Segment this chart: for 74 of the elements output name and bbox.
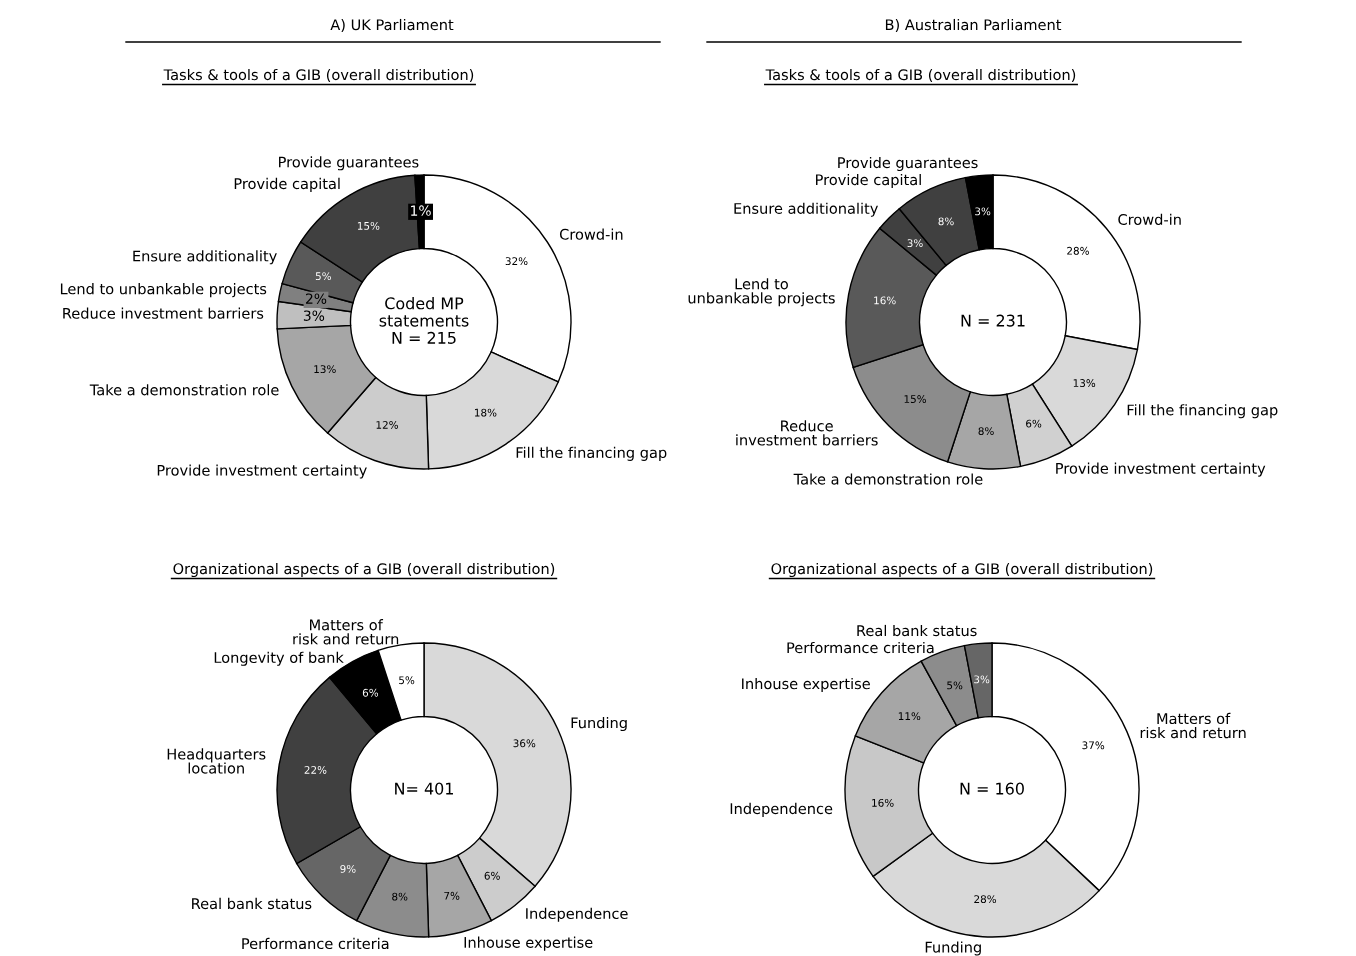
slice-label: Provide investment certainty bbox=[157, 464, 367, 479]
data-label: 6% bbox=[1026, 419, 1042, 428]
slice-label: Funding bbox=[925, 941, 981, 956]
data-label: 12% bbox=[376, 421, 399, 429]
data-label: 3% bbox=[303, 310, 325, 321]
slice-label: Take a demonstration role bbox=[793, 473, 983, 485]
data-label: 5% bbox=[399, 676, 415, 685]
slice-label: Provide capital bbox=[234, 177, 340, 192]
slice-label: Ensure additionality bbox=[133, 250, 277, 265]
text: B) Australian Parliament bbox=[885, 18, 1062, 32]
text: N = 231 bbox=[961, 314, 1025, 327]
data-label: 9% bbox=[340, 864, 356, 873]
slice-label: Crowd-in bbox=[1118, 213, 1181, 226]
slice-label: Performance criteria bbox=[787, 641, 934, 654]
data-label: 7% bbox=[444, 891, 460, 900]
slice-label: Take a demonstration role bbox=[89, 384, 279, 396]
chart-title: Organizational aspects of a GIB (overall distribution) bbox=[173, 562, 555, 578]
slice-label: Real bank status bbox=[857, 624, 977, 637]
data-label: 36% bbox=[513, 739, 536, 748]
data-label: 3% bbox=[974, 675, 990, 684]
slice-label: Longevity of bank bbox=[214, 651, 344, 666]
data-label: 6% bbox=[362, 688, 379, 697]
data-label: 16% bbox=[872, 798, 894, 807]
slice-label: Independence bbox=[526, 907, 628, 922]
chart-title: Tasks & tools of a GIB (overall distribution) bbox=[163, 68, 474, 82]
slice-label: Headquarters location bbox=[167, 748, 266, 774]
data-label: 5% bbox=[947, 681, 963, 690]
data-label: 28% bbox=[974, 895, 997, 904]
slice-label: Provide capital bbox=[816, 173, 921, 189]
data-label: 8% bbox=[978, 427, 994, 436]
data-label: 3% bbox=[975, 207, 991, 216]
data-label: 13% bbox=[314, 365, 336, 374]
data-label: 13% bbox=[1073, 379, 1096, 387]
data-label: 6% bbox=[484, 871, 500, 880]
slice-label: Reduce investment barriers bbox=[63, 307, 264, 319]
slice-label: Independence bbox=[730, 802, 833, 817]
slice-label: Fill the financing gap bbox=[516, 446, 667, 461]
data-label: 22% bbox=[304, 766, 327, 774]
slice-label: Provide guarantees bbox=[838, 156, 978, 171]
data-label: 11% bbox=[898, 712, 921, 721]
data-label: 15% bbox=[357, 221, 380, 230]
slice-label: Matters of risk and return bbox=[293, 619, 399, 645]
slice-label: Reduce investment barriers bbox=[736, 420, 878, 446]
slice-label: Real bank status bbox=[192, 897, 312, 910]
slice-label: Lend to unbankable projects bbox=[60, 283, 267, 298]
slice-label: Funding bbox=[571, 716, 627, 732]
slice-label: Provide investment certainty bbox=[1056, 462, 1266, 477]
chart-title: Tasks & tools of a GIB (overall distribution) bbox=[765, 68, 1076, 82]
data-label: 15% bbox=[904, 395, 927, 403]
slice-label: Ensure additionality bbox=[734, 202, 878, 217]
data-label: 1% bbox=[411, 205, 431, 216]
slice-label: Matters of risk and return bbox=[1140, 712, 1246, 739]
slice-label: Crowd-in bbox=[559, 228, 623, 240]
data-label: 5% bbox=[315, 272, 332, 281]
chart-title: Organizational aspects of a GIB (overall distribution) bbox=[771, 562, 1153, 578]
text: N= 401 bbox=[395, 782, 453, 795]
data-label: 8% bbox=[938, 217, 954, 226]
slice-label: Lend to unbankable projects bbox=[688, 278, 835, 307]
slice-label: Performance criteria bbox=[242, 937, 389, 950]
slice-label: Provide guarantees bbox=[279, 156, 419, 171]
data-label: 2% bbox=[306, 293, 327, 304]
data-label: 16% bbox=[874, 296, 896, 305]
data-label: 18% bbox=[475, 408, 497, 417]
data-label: 8% bbox=[392, 892, 408, 901]
text: N = 160 bbox=[960, 782, 1024, 795]
data-label: 3% bbox=[907, 239, 923, 248]
data-label: 37% bbox=[1082, 741, 1105, 750]
data-label: 32% bbox=[505, 257, 528, 266]
slice-label: Fill the financing gap bbox=[1127, 404, 1278, 419]
text: A) UK Parliament bbox=[330, 18, 454, 32]
text: Coded MP statements N = 215 bbox=[379, 296, 469, 344]
data-label: 28% bbox=[1067, 246, 1089, 255]
slice-label: Inhouse expertise bbox=[742, 677, 870, 693]
slice-label: Inhouse expertise bbox=[464, 936, 593, 951]
